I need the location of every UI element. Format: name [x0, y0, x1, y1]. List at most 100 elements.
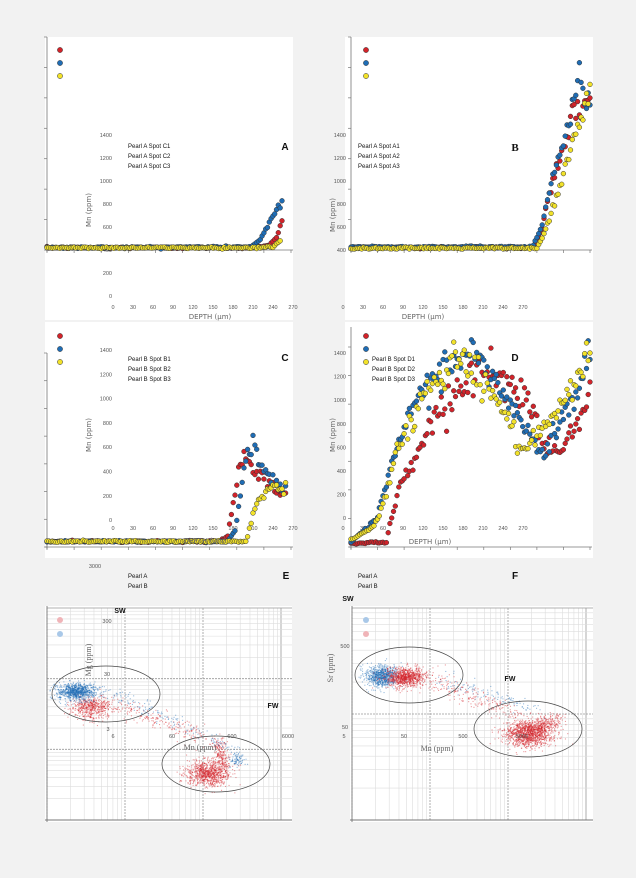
data-point: [185, 780, 187, 782]
data-point: [118, 700, 120, 702]
data-point: [216, 740, 218, 742]
data-point: [225, 757, 227, 759]
data-point: [219, 771, 221, 773]
data-point: [72, 684, 74, 686]
data-point: [189, 734, 191, 736]
data-point: [250, 432, 256, 439]
data-point: [81, 711, 83, 713]
data-point: [234, 755, 236, 757]
data-point: [85, 692, 87, 694]
data-point: [114, 707, 116, 709]
data-point: [244, 763, 246, 765]
data-point: [92, 718, 94, 720]
data-point: [84, 715, 86, 717]
data-point: [93, 712, 95, 714]
y-axis-label: Mg (ppm): [84, 643, 93, 676]
data-point: [566, 156, 572, 163]
data-point: [162, 718, 164, 720]
data-point: [237, 764, 239, 766]
data-point: [85, 711, 87, 713]
data-point: [87, 702, 89, 704]
legend-label: Pearl A: [128, 574, 147, 580]
panel-d: 1400120010008006004002000030609012015018…: [329, 322, 593, 558]
data-point: [68, 692, 70, 694]
data-point: [188, 766, 190, 768]
data-point: [241, 761, 243, 763]
data-point: [220, 772, 222, 774]
data-point: [238, 756, 240, 758]
data-point: [560, 447, 567, 453]
data-point: [105, 689, 107, 691]
data-point: [173, 725, 175, 727]
data-point: [122, 707, 124, 709]
data-point: [194, 759, 196, 761]
data-point: [63, 691, 65, 693]
data-point: [100, 702, 102, 704]
y-tick-label: 600: [337, 225, 346, 231]
data-point: [210, 762, 212, 764]
data-point: [203, 777, 205, 779]
data-point: [209, 759, 211, 761]
data-point: [100, 710, 102, 712]
data-point: [221, 749, 223, 751]
data-point: [553, 435, 560, 441]
data-point: [187, 769, 189, 771]
data-point: [225, 764, 227, 766]
data-point: [176, 723, 178, 725]
data-point: [544, 197, 551, 203]
data-point: [183, 775, 185, 777]
data-point: [229, 756, 231, 758]
data-point: [449, 407, 455, 413]
x-tick-label: 60: [380, 526, 386, 532]
data-point: [84, 685, 86, 687]
data-point: [83, 711, 85, 713]
data-point: [192, 784, 194, 786]
data-point: [85, 689, 87, 691]
data-point: [438, 394, 444, 400]
data-point: [133, 695, 135, 697]
data-point: [201, 777, 203, 779]
data-point: [58, 686, 60, 688]
data-point: [465, 389, 471, 396]
data-point: [78, 702, 80, 704]
panel-letter: E: [283, 571, 290, 582]
data-point: [239, 784, 241, 786]
data-point: [155, 717, 157, 719]
data-point: [405, 436, 411, 442]
data-point: [232, 769, 234, 771]
data-point: [187, 733, 189, 735]
data-point: [75, 692, 77, 694]
data-point: [514, 410, 521, 416]
data-point: [105, 702, 107, 704]
data-point: [443, 428, 450, 434]
data-point: [218, 777, 220, 779]
data-point: [146, 700, 148, 702]
data-point: [98, 716, 100, 718]
x-tick-label: 60: [169, 734, 175, 740]
data-point: [200, 778, 202, 780]
data-point: [125, 722, 127, 724]
data-point: [200, 776, 202, 778]
data-point: [557, 152, 563, 158]
data-point: [170, 721, 172, 723]
data-point: [171, 726, 173, 728]
data-point: [214, 738, 216, 740]
data-point: [252, 506, 258, 512]
data-point: [95, 711, 97, 713]
data-point: [70, 689, 72, 691]
data-point: [215, 762, 217, 764]
data-point: [424, 431, 430, 437]
data-point: [244, 534, 251, 540]
data-point: [116, 708, 118, 710]
data-point: [212, 772, 214, 774]
data-point: [454, 377, 460, 383]
data-point: [384, 660, 386, 662]
data-point: [231, 745, 233, 747]
data-point: [121, 708, 123, 710]
data-point: [228, 754, 230, 756]
data-point: [213, 768, 215, 770]
data-point: [72, 691, 74, 693]
legend-marker: [363, 333, 369, 339]
y-tick-label: 800: [103, 421, 112, 427]
data-point: [234, 770, 236, 772]
